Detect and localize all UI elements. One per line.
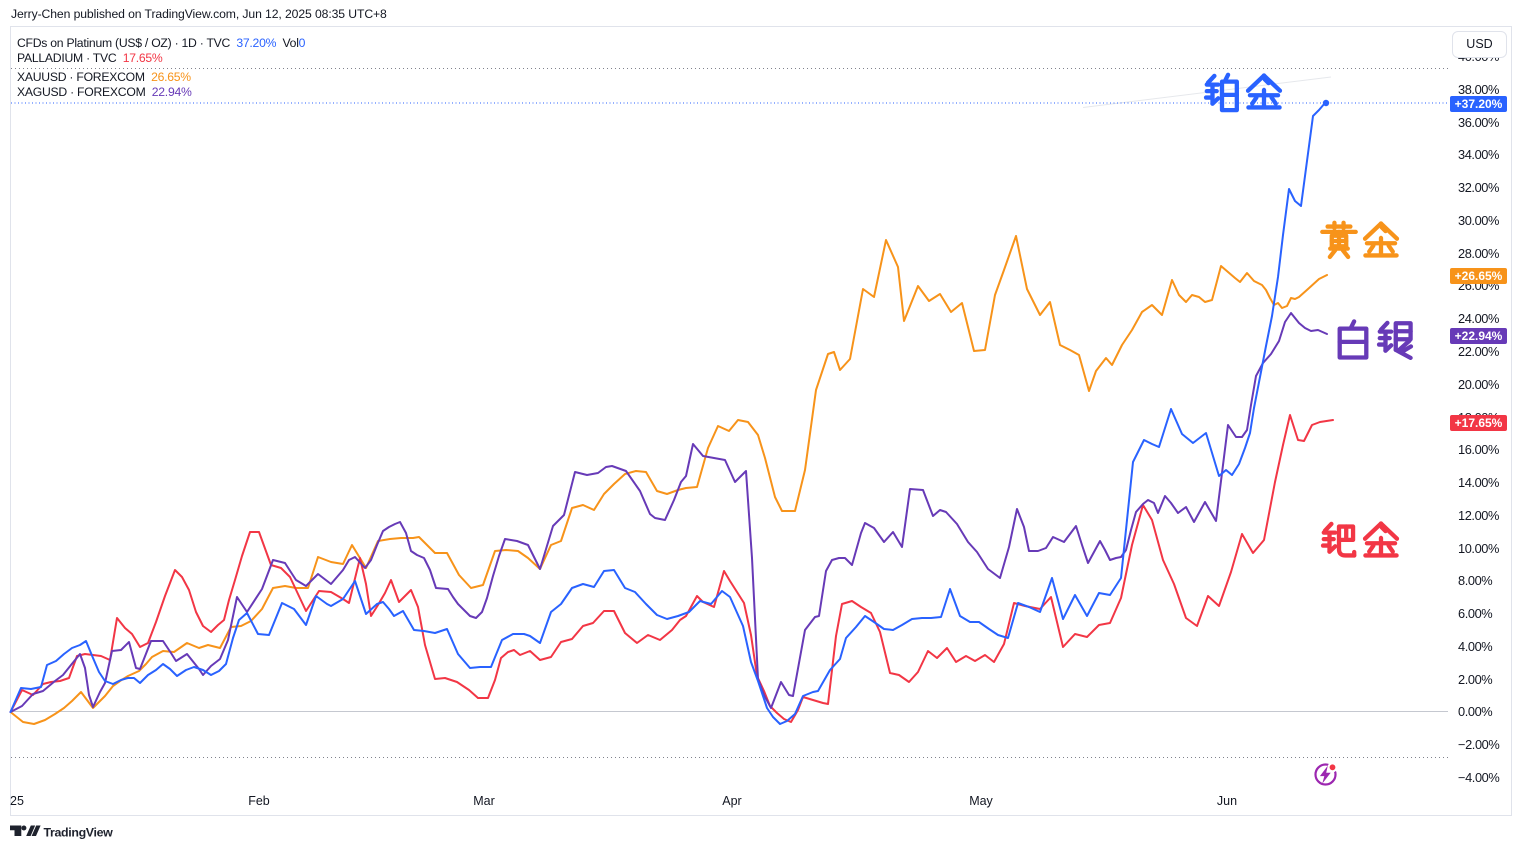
svg-text:TradingView: TradingView: [44, 826, 114, 840]
